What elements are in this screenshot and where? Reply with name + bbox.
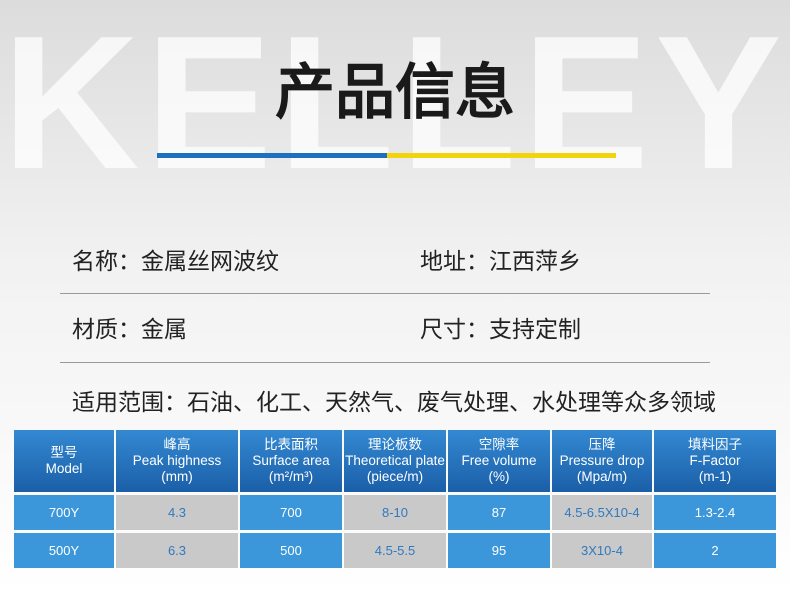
table-cell: 500 xyxy=(240,533,342,568)
header-text: 空隙率 xyxy=(478,437,520,452)
header-cell: 峰高 Peak highness (mm) xyxy=(116,430,238,492)
divider xyxy=(60,293,710,294)
header-cell: 空隙率 Free volume (%) xyxy=(448,430,550,492)
table-cell: 4.5-6.5X10-4 xyxy=(552,495,652,530)
header-text: (m²/m³) xyxy=(268,469,314,484)
info-text: 尺寸：支持定制 xyxy=(420,317,581,343)
header-text: 压降 xyxy=(588,437,616,452)
table-cell: 6.3 xyxy=(116,533,238,568)
table-cell: 95 xyxy=(448,533,550,568)
header-text: (Mpa/m) xyxy=(576,469,628,484)
header-text: (piece/m) xyxy=(366,469,424,484)
header-text: Theoretical plate xyxy=(345,453,445,468)
info-text: 地址：江西萍乡 xyxy=(420,249,581,275)
table-cell: 3X10-4 xyxy=(552,533,652,568)
header-text: 填料因子 xyxy=(688,437,742,452)
header-cell: 填料因子 F-Factor (m-1) xyxy=(654,430,776,492)
table-cell: 4.5-5.5 xyxy=(344,533,446,568)
header-cell: 型号 Model xyxy=(14,430,114,492)
table-cell: 4.3 xyxy=(116,495,238,530)
header-text: (mm) xyxy=(161,469,193,484)
header-text: Pressure drop xyxy=(559,453,645,468)
watermark: KELLEY xyxy=(2,0,788,209)
header-text: 峰高 xyxy=(163,437,191,452)
info-text: 适用范围：石油、化工、天然气、废气处理、水处理等众多领域 xyxy=(72,390,716,416)
info-text: 名称：金属丝网波纹 xyxy=(72,249,279,275)
table-cell: 87 xyxy=(448,495,550,530)
table-cell: 2 xyxy=(654,533,776,568)
header-text: (%) xyxy=(488,469,510,484)
title-underline-yellow xyxy=(387,153,616,158)
header-text: Surface area xyxy=(252,453,330,468)
header-text: 比表面积 xyxy=(264,437,318,452)
header-text: 理论板数 xyxy=(368,437,422,452)
header-cell: 比表面积 Surface area (m²/m³) xyxy=(240,430,342,492)
title-underline-blue xyxy=(157,153,387,158)
table-cell: 1.3-2.4 xyxy=(654,495,776,530)
header-text: F-Factor xyxy=(689,453,741,468)
header-text: (m-1) xyxy=(698,469,732,484)
page-title: 产品信息 xyxy=(275,58,515,128)
header-text: Peak highness xyxy=(132,453,222,468)
header-cell: 压降 Pressure drop (Mpa/m) xyxy=(552,430,652,492)
header-text: Model xyxy=(45,461,83,476)
info-text: 材质：金属 xyxy=(72,317,187,343)
header-cell: 理论板数 Theoretical plate (piece/m) xyxy=(344,430,446,492)
table-cell: 700Y xyxy=(14,495,114,530)
table-cell: 500Y xyxy=(14,533,114,568)
header-text: 型号 xyxy=(50,445,78,460)
table-cell: 700 xyxy=(240,495,342,530)
divider xyxy=(60,362,710,363)
header-text: Free volume xyxy=(461,453,537,468)
table-cell: 8-10 xyxy=(344,495,446,530)
